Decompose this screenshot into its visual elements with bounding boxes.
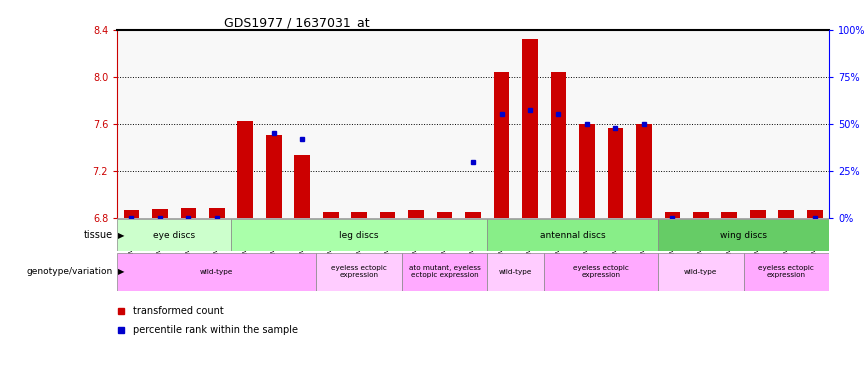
Text: percentile rank within the sample: percentile rank within the sample [133, 325, 298, 335]
Bar [317, 253, 402, 291]
Bar [123, 210, 139, 218]
Bar [744, 253, 829, 291]
Text: antennal discs: antennal discs [540, 231, 606, 240]
Text: eyeless ectopic
expression: eyeless ectopic expression [759, 266, 814, 278]
Bar [380, 211, 396, 217]
Bar [152, 209, 168, 218]
Bar [608, 129, 623, 217]
Text: eyeless ectopic
expression: eyeless ectopic expression [332, 266, 387, 278]
Bar [658, 219, 829, 251]
Bar [465, 211, 481, 217]
Bar [209, 208, 225, 218]
Text: wild-type: wild-type [201, 269, 233, 275]
Bar [266, 135, 281, 218]
Bar [117, 253, 317, 291]
Bar [523, 39, 538, 218]
Bar [352, 211, 367, 217]
Bar [294, 155, 310, 218]
Bar [402, 253, 487, 291]
Text: GDS1977 / 1637031_at: GDS1977 / 1637031_at [224, 16, 370, 29]
Bar [408, 210, 424, 218]
Bar [231, 219, 487, 251]
Bar [750, 210, 766, 218]
Bar [323, 211, 339, 217]
Bar [665, 211, 681, 217]
Text: wing discs: wing discs [720, 231, 767, 240]
Bar [721, 211, 737, 217]
Bar [117, 219, 231, 251]
Text: wild-type: wild-type [684, 269, 718, 275]
Bar [550, 72, 566, 217]
Bar [807, 210, 823, 218]
Bar [579, 124, 595, 218]
Text: ▶: ▶ [118, 267, 124, 276]
Text: ato mutant, eyeless
ectopic expression: ato mutant, eyeless ectopic expression [409, 266, 481, 278]
Bar [544, 253, 658, 291]
Text: tissue: tissue [83, 230, 113, 240]
Text: transformed count: transformed count [133, 306, 224, 316]
Bar [494, 72, 510, 217]
Text: wild-type: wild-type [499, 269, 532, 275]
Bar [487, 219, 658, 251]
Bar [437, 211, 452, 217]
Bar [779, 210, 794, 218]
Bar [238, 122, 253, 218]
Bar [693, 211, 708, 217]
Text: genotype/variation: genotype/variation [27, 267, 113, 276]
Bar [658, 253, 744, 291]
Text: ▶: ▶ [118, 231, 124, 240]
Text: eye discs: eye discs [153, 231, 195, 240]
Bar [636, 124, 652, 218]
Text: eyeless ectopic
expression: eyeless ectopic expression [573, 266, 629, 278]
Text: leg discs: leg discs [339, 231, 379, 240]
Bar [181, 208, 196, 218]
Bar [487, 253, 544, 291]
